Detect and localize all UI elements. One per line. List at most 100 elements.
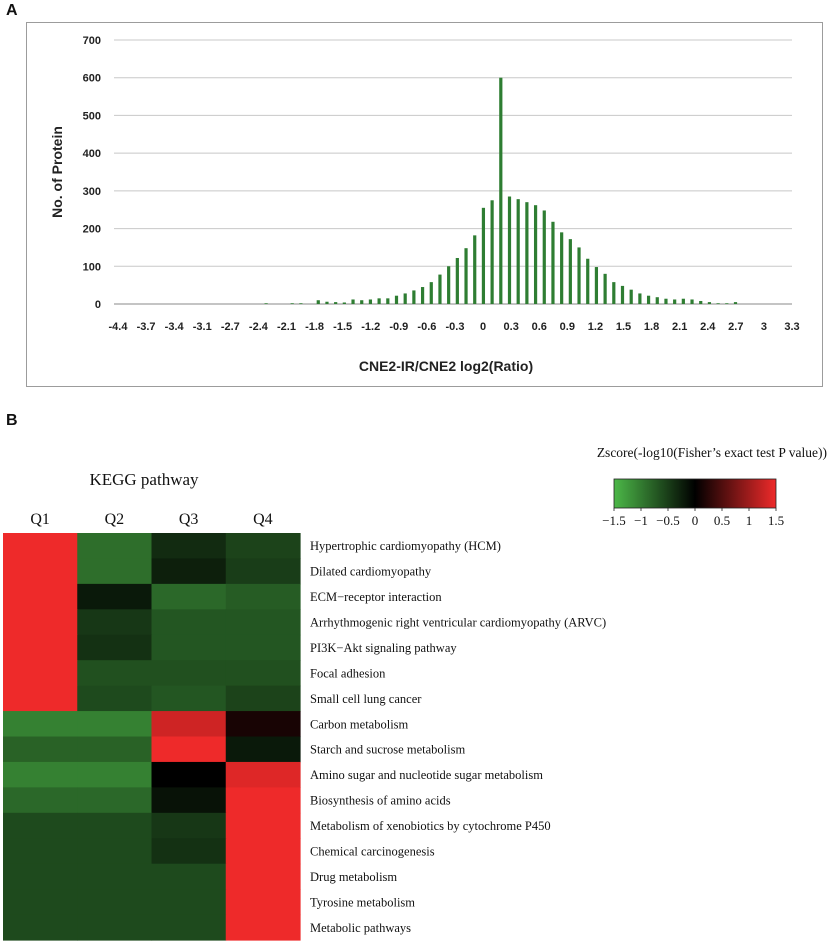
- heatmap-cell: [151, 558, 227, 585]
- legend-tick-label: −1: [634, 513, 648, 528]
- histogram-bar: [290, 303, 294, 304]
- x-tick-label: -3.1: [193, 321, 212, 333]
- x-tick-label: -1.8: [305, 321, 324, 333]
- row-label: Dilated cardiomyopathy: [310, 565, 432, 579]
- heatmap-cell: [77, 889, 153, 916]
- column-label: Q4: [253, 511, 273, 528]
- x-tick-label: -0.9: [389, 321, 408, 333]
- heatmap-cell: [3, 838, 78, 865]
- row-label: Starch and sucrose metabolism: [310, 743, 465, 757]
- legend-tick-label: 0.5: [714, 513, 730, 528]
- heatmap-cell: [225, 812, 301, 839]
- x-tick-label: 0.3: [504, 321, 519, 333]
- heatmap-cell: [3, 685, 78, 712]
- row-label: Arrhythmogenic right ventricular cardiom…: [310, 616, 606, 630]
- x-tick-label: -0.3: [446, 321, 465, 333]
- heatmap-cell: [151, 609, 227, 636]
- histogram-bar: [299, 303, 303, 304]
- heatmap-cell: [225, 660, 301, 687]
- row-label: Tyrosine metabolism: [310, 895, 415, 909]
- histogram-bar: [586, 258, 590, 304]
- heatmap-cell: [225, 685, 301, 712]
- histogram-bar: [420, 287, 425, 304]
- x-tick-label: 2.1: [672, 321, 687, 333]
- histogram-bar: [551, 221, 555, 304]
- heatmap-cell: [3, 812, 78, 839]
- histogram-bar: [334, 302, 338, 304]
- heatmap-cell: [77, 583, 153, 610]
- x-tick-label: 0.6: [532, 321, 547, 333]
- heatmap-cell: [151, 889, 227, 916]
- row-label: Metabolism of xenobiotics by cytochrome …: [310, 819, 551, 833]
- x-tick-label: 1.2: [588, 321, 603, 333]
- panel-label-b: B: [6, 412, 18, 429]
- histogram-bar: [438, 274, 442, 304]
- column-label: Q2: [105, 511, 125, 528]
- column-label: Q3: [179, 511, 199, 528]
- heatmap-cell: [151, 838, 227, 865]
- histogram-bar: [394, 295, 399, 304]
- heatmap-cell: [225, 533, 301, 560]
- heatmap-cell: [225, 863, 301, 890]
- x-tick-label: 3.3: [784, 321, 799, 333]
- heatmap-cell: [225, 558, 301, 585]
- heatmap-cell: [77, 558, 153, 585]
- heatmap-title: KEGG pathway: [89, 470, 199, 489]
- kegg-pathway-heatmap: KEGG pathway Q1 Q2 Q3 Q4 Hypertrophic cardiom…: [3, 445, 827, 941]
- heatmap-cell: [3, 761, 78, 788]
- heatmap-cell: [151, 914, 227, 941]
- histogram-bar: [525, 202, 529, 304]
- heatmap-cell: [225, 583, 301, 610]
- histogram-bar: [568, 239, 572, 304]
- y-tick-label: 0: [95, 299, 101, 311]
- histogram-bar: [481, 207, 486, 304]
- heatmap-cell: [225, 889, 301, 916]
- row-label: Hypertrophic cardiomyopathy (HCM): [310, 539, 501, 553]
- histogram-bar: [673, 299, 677, 304]
- x-tick-label: 1.5: [616, 321, 631, 333]
- histogram-bar: [473, 235, 477, 304]
- histogram-bar: [542, 210, 546, 304]
- x-tick-label: -0.6: [417, 321, 436, 333]
- heatmap-cell: [151, 685, 227, 712]
- histogram-bar: [464, 248, 468, 304]
- x-tick-label: 0: [480, 321, 486, 333]
- histogram-bar: [629, 289, 633, 304]
- x-tick-label: -1.2: [361, 321, 380, 333]
- legend-tick-label: 1.5: [768, 513, 784, 528]
- heatmap-cell: [225, 711, 301, 738]
- y-tick-label: 600: [83, 73, 101, 85]
- legend-tick-label: −1.5: [602, 513, 626, 528]
- heatmap-cell: [151, 863, 227, 890]
- heatmap-cell: [77, 863, 153, 890]
- heatmap-cell: [3, 634, 78, 661]
- histogram-bar: [499, 77, 503, 304]
- histogram-bar: [264, 303, 268, 304]
- heatmap-cell: [77, 609, 153, 636]
- row-label: Chemical carcinogenesis: [310, 844, 435, 858]
- row-label: Drug metabolism: [310, 870, 397, 884]
- histogram-bar: [516, 199, 520, 304]
- histogram-bar: [725, 303, 729, 304]
- heatmap-cell: [3, 914, 78, 941]
- heatmap-cell: [77, 761, 153, 788]
- heatmap-cell: [151, 736, 227, 763]
- legend-title: Zscore(-log10(Fisher’s exact test P valu…: [597, 445, 827, 460]
- histogram-frame: [26, 22, 823, 387]
- histogram-bar: [403, 293, 407, 304]
- y-tick-label: 400: [83, 148, 101, 160]
- heatmap-cell: [77, 838, 153, 865]
- heatmap-cell: [77, 634, 153, 661]
- histogram-bar: [664, 298, 668, 304]
- x-tick-label: -2.7: [221, 321, 240, 333]
- heatmap-cell: [151, 761, 227, 788]
- y-tick-label: 200: [83, 224, 101, 236]
- row-label: Biosynthesis of amino acids: [310, 794, 451, 808]
- heatmap-cell: [3, 736, 78, 763]
- heatmap-cell: [225, 838, 301, 865]
- heatmap-cell: [151, 533, 227, 560]
- heatmap-cell: [225, 609, 301, 636]
- x-tick-label: -2.4: [249, 321, 269, 333]
- x-tick-label: -1.5: [333, 321, 352, 333]
- heatmap-cell: [3, 558, 78, 585]
